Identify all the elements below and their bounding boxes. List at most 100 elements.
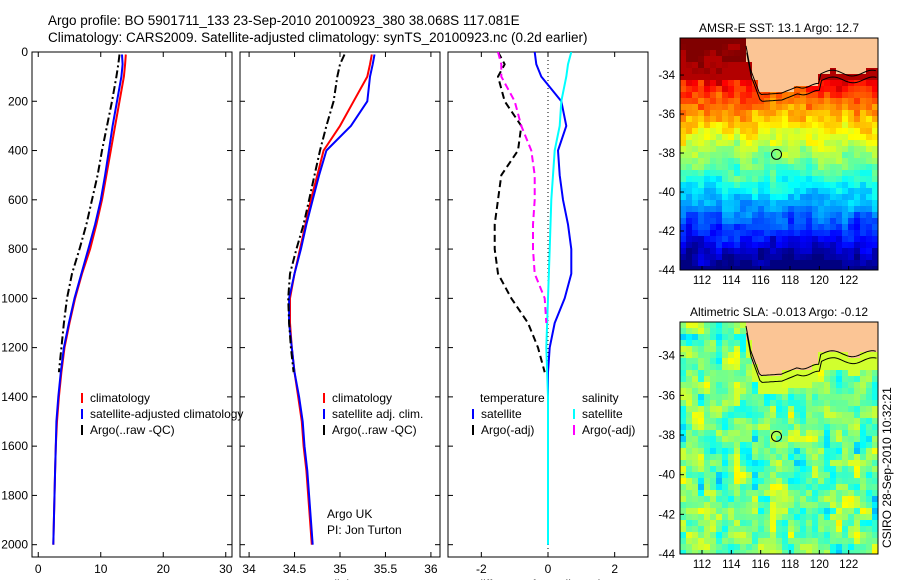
map-cell	[866, 346, 873, 353]
map-cell	[812, 92, 819, 99]
map-cell	[854, 92, 861, 99]
map-cell	[722, 50, 729, 57]
map-cell	[842, 248, 849, 255]
map-cell	[824, 236, 831, 243]
map-cell	[842, 430, 849, 437]
map-cell	[740, 218, 747, 225]
ytick-label: 800	[8, 242, 28, 256]
map-cell	[734, 146, 741, 153]
map-cell	[728, 496, 735, 503]
map-cell	[782, 50, 789, 57]
map-cell	[788, 80, 795, 87]
map-cell	[800, 472, 807, 479]
map-cell	[860, 340, 867, 347]
map-cell	[698, 430, 705, 437]
map-cell	[686, 520, 693, 527]
map-cell	[764, 466, 771, 473]
map-cell	[770, 92, 777, 99]
legend-entry: Argo(-adj)	[582, 423, 635, 437]
series-group	[52, 54, 127, 545]
map-cell	[776, 352, 783, 359]
map-cell	[800, 520, 807, 527]
map-cell	[800, 340, 807, 347]
map-cell	[722, 62, 729, 69]
map-cell	[818, 388, 825, 395]
map-cell	[704, 358, 711, 365]
map-cell	[854, 550, 861, 554]
map-cell	[746, 478, 753, 485]
map-cell	[836, 122, 843, 129]
map-cell	[824, 224, 831, 231]
map-cell	[860, 38, 867, 45]
map-cell	[836, 194, 843, 201]
map-cell	[698, 134, 705, 141]
map-cell	[710, 134, 717, 141]
map-cell	[794, 460, 801, 467]
map-cell	[866, 412, 873, 419]
map-cell	[746, 364, 753, 371]
map-cell	[842, 496, 849, 503]
map-cell	[824, 170, 831, 177]
map-cell	[818, 376, 825, 383]
map-cell	[866, 550, 873, 554]
map-cell	[812, 376, 819, 383]
map-cell	[800, 170, 807, 177]
map-cell	[728, 544, 735, 551]
map-cell	[686, 200, 693, 207]
map-cell	[848, 364, 855, 371]
map-cell	[740, 122, 747, 129]
map-cell	[698, 472, 705, 479]
map-cell	[758, 490, 765, 497]
map-cell	[866, 520, 873, 527]
ytick-label: 2000	[1, 538, 28, 552]
map-cell	[704, 44, 711, 51]
map-cell	[698, 478, 705, 485]
map-cell	[842, 400, 849, 407]
map-cell	[836, 182, 843, 189]
map-cell	[680, 394, 687, 401]
map-cell	[842, 266, 849, 270]
map-cell	[764, 188, 771, 195]
map-cell	[872, 170, 878, 177]
map-cell	[734, 56, 741, 63]
map-cell	[824, 460, 831, 467]
map-cell	[830, 538, 837, 545]
map-cell	[842, 340, 849, 347]
map-cell	[698, 194, 705, 201]
map-cell	[818, 520, 825, 527]
map-cell	[866, 400, 873, 407]
map-cell	[686, 38, 693, 45]
map-cell	[686, 122, 693, 129]
ytick-label: 400	[8, 144, 28, 158]
map-cell	[722, 44, 729, 51]
map-cell	[872, 388, 878, 395]
map-cell	[698, 56, 705, 63]
map-cell	[836, 50, 843, 57]
map-cell	[824, 98, 831, 105]
map-cell	[722, 98, 729, 105]
map-cell	[752, 358, 759, 365]
map-cell	[824, 430, 831, 437]
map-cell	[764, 212, 771, 219]
map-cell	[824, 200, 831, 207]
map-cell	[872, 490, 878, 497]
map-cell	[860, 188, 867, 195]
map-cell	[872, 430, 878, 437]
map-cell	[770, 218, 777, 225]
map-cell	[710, 128, 717, 135]
map-cell	[836, 448, 843, 455]
map-cell	[722, 538, 729, 545]
map-cell	[824, 550, 831, 554]
map-cell	[818, 56, 825, 63]
map-cell	[842, 56, 849, 63]
map-cell	[872, 436, 878, 443]
map-cell	[806, 466, 813, 473]
map-cell	[758, 110, 765, 117]
map-cell	[704, 218, 711, 225]
map-cell	[788, 230, 795, 237]
map-cell	[848, 104, 855, 111]
map-cell	[866, 526, 873, 533]
map-cell	[764, 406, 771, 413]
map-cell	[788, 116, 795, 123]
map-cell	[866, 334, 873, 341]
